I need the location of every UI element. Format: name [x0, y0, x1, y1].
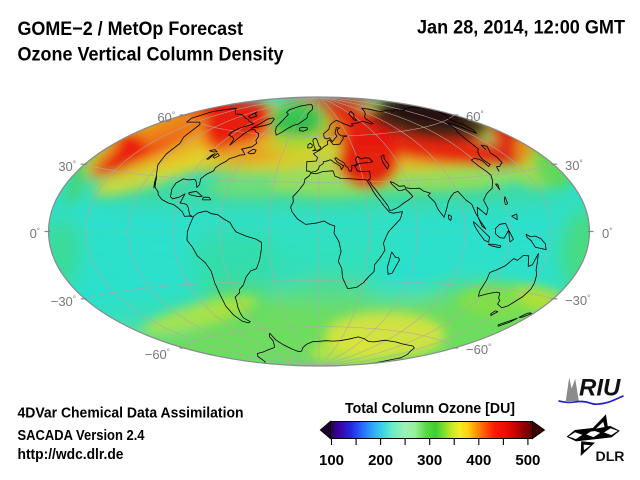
- svg-text:30°: 30°: [58, 159, 76, 174]
- svg-text:0°: 0°: [30, 226, 40, 241]
- svg-text:100: 100: [319, 452, 344, 469]
- svg-text:Jan 28, 2014, 12:00 GMT: Jan 28, 2014, 12:00 GMT: [417, 17, 625, 39]
- svg-text:30°: 30°: [565, 158, 583, 173]
- svg-text:−60°: −60°: [145, 347, 170, 362]
- svg-text:RIU: RIU: [579, 375, 621, 402]
- svg-text:http://wdc.dlr.de: http://wdc.dlr.de: [18, 447, 124, 463]
- svg-text:−30°: −30°: [51, 294, 76, 309]
- svg-text:Ozone Vertical Column Density: Ozone Vertical Column Density: [18, 44, 284, 66]
- svg-text:Total Column Ozone [DU]: Total Column Ozone [DU]: [345, 400, 515, 417]
- svg-text:−60°: −60°: [466, 342, 491, 357]
- svg-text:−30°: −30°: [565, 293, 590, 308]
- svg-text:300: 300: [417, 452, 442, 469]
- svg-text:60°: 60°: [157, 110, 175, 125]
- svg-text:500: 500: [515, 452, 540, 469]
- svg-text:GOME−2 / MetOp Forecast: GOME−2 / MetOp Forecast: [18, 18, 244, 40]
- svg-text:SACADA Version 2.4: SACADA Version 2.4: [18, 428, 145, 444]
- svg-text:200: 200: [368, 452, 393, 469]
- svg-text:4DVar Chemical Data Assimilati: 4DVar Chemical Data Assimilation: [18, 406, 244, 422]
- svg-text:0°: 0°: [602, 226, 612, 241]
- svg-text:DLR: DLR: [596, 449, 625, 464]
- svg-text:60°: 60°: [466, 109, 484, 124]
- svg-text:400: 400: [466, 452, 491, 469]
